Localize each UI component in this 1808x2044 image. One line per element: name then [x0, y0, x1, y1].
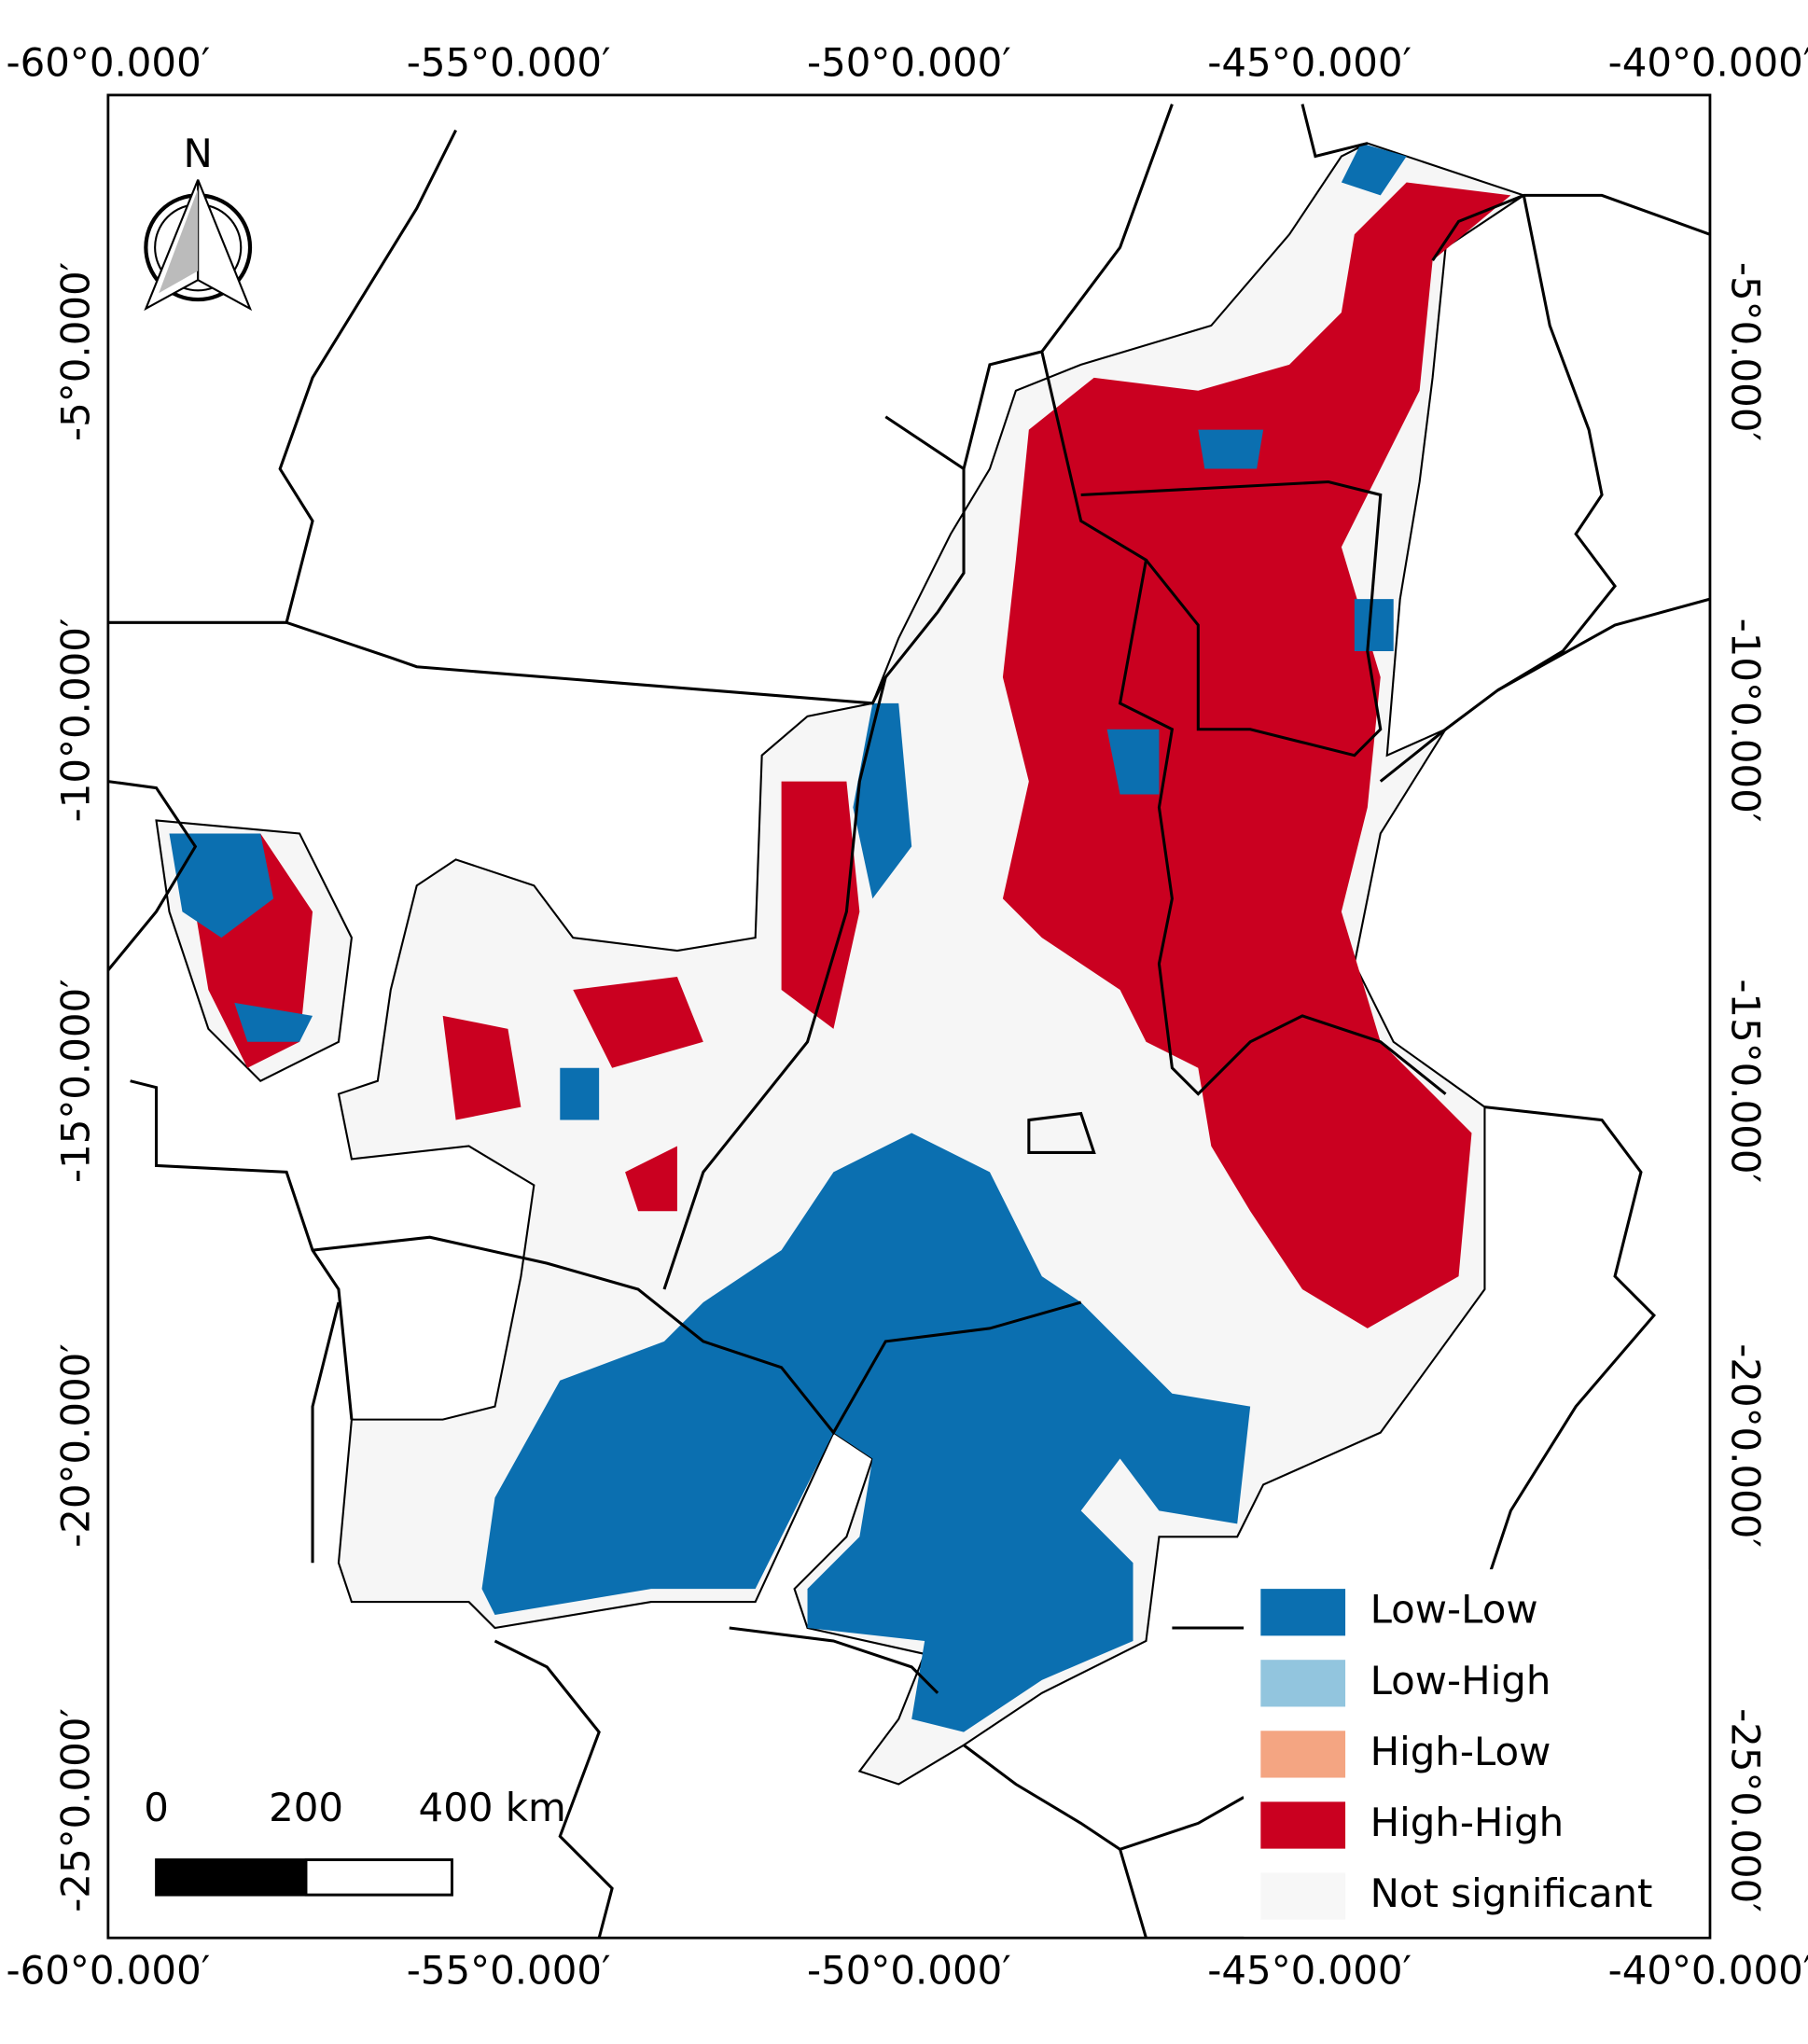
scale-bar-frame [155, 1858, 453, 1897]
bottom-axis-label: -55°0.000′ [407, 1947, 611, 1993]
bottom-axis-label: -40°0.000′ [1608, 1947, 1808, 1993]
legend-label: High-Low [1370, 1729, 1551, 1774]
legend-swatch [1260, 1872, 1346, 1920]
north-arrow [144, 179, 253, 312]
top-axis-label: -40°0.000′ [1608, 39, 1808, 85]
legend-label: High-High [1370, 1800, 1565, 1845]
legend-label: Low-Low [1370, 1587, 1538, 1633]
legend-swatch [1260, 1731, 1346, 1778]
legend-label: Not significant [1370, 1870, 1653, 1916]
right-axis-label: -25°0.000′ [1722, 1708, 1768, 1912]
top-axis-label: -45°0.000′ [1207, 39, 1412, 85]
legend-label: Low-High [1370, 1658, 1551, 1703]
low-low-areas [169, 143, 1407, 1732]
top-axis-label: -60°0.000′ [7, 39, 211, 85]
scale-label: 200 [269, 1785, 343, 1830]
top-axis-label: -55°0.000′ [407, 39, 611, 85]
top-axis-label: -50°0.000′ [807, 39, 1011, 85]
map-frame [106, 93, 1712, 1940]
right-axis-label: -20°0.000′ [1722, 1343, 1768, 1548]
right-axis-label: -10°0.000′ [1722, 619, 1768, 823]
scale-bar-white [304, 1858, 453, 1897]
scale-label: 0 [144, 1785, 169, 1830]
legend-swatch [1260, 1589, 1346, 1636]
right-axis-label: -5°0.000′ [1722, 262, 1768, 441]
bottom-axis-label: -45°0.000′ [1207, 1947, 1412, 1993]
left-axis-label: -25°0.000′ [52, 1708, 98, 1912]
right-axis-label: -15°0.000′ [1722, 979, 1768, 1183]
left-axis-label: -15°0.000′ [52, 979, 98, 1183]
state-borders [106, 104, 1711, 1939]
left-axis-label: -10°0.000′ [52, 619, 98, 823]
legend-swatch [1260, 1660, 1346, 1707]
scale-bar-black [156, 1859, 307, 1896]
legend-swatch [1260, 1801, 1346, 1849]
bottom-axis-label: -60°0.000′ [7, 1947, 211, 1993]
north-label: N [184, 131, 213, 176]
left-axis-label: -5°0.000′ [52, 262, 98, 441]
high-high-areas [182, 182, 1511, 1328]
scale-label: 400 km [419, 1785, 566, 1830]
bottom-axis-label: -50°0.000′ [807, 1947, 1011, 1993]
left-axis-label: -20°0.000′ [52, 1343, 98, 1548]
